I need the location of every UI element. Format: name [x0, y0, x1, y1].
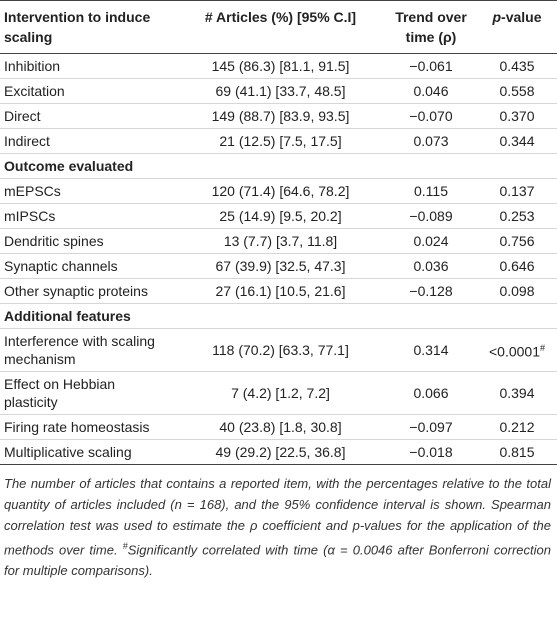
header-row: Intervention to induce scaling # Articles… [0, 0, 557, 54]
table-cell: 149 (88.7) [83.9, 93.5] [178, 103, 385, 129]
table-cell: −0.128 [385, 278, 479, 304]
section-row: Additional features [0, 303, 557, 329]
table-cell: 118 (70.2) [63.3, 77.1] [178, 328, 385, 372]
table-cell: Indirect [0, 128, 178, 154]
table-row: Effect on Hebbian plasticity 7 (4.2) [1.2… [0, 371, 557, 415]
table-cell: Interference with scaling mechanism [0, 328, 178, 372]
table-cell: 0.558 [479, 78, 557, 104]
table-cell: mIPSCs [0, 203, 178, 229]
table-row: Synaptic channels 67 (39.9) [32.5, 47.3] 0… [0, 253, 557, 279]
italic-text: p [492, 9, 502, 25]
table-cell: 0.314 [385, 328, 479, 372]
footnote-mark: # [122, 541, 128, 551]
table-cell: 0.137 [479, 178, 557, 204]
table-cell: 0.370 [479, 103, 557, 129]
superscript: # [539, 343, 545, 354]
section-row: Outcome evaluated [0, 153, 557, 179]
table-cell: Inhibition [0, 53, 178, 79]
table-cell: 0.036 [385, 253, 479, 279]
table-cell: 0.046 [385, 78, 479, 104]
table-cell: 145 (86.3) [81.1, 91.5] [178, 53, 385, 79]
table-cell: 0.394 [479, 371, 557, 415]
table-row: mIPSCs 25 (14.9) [9.5, 20.2] −0.089 0.253 [0, 203, 557, 229]
footnote: The number of articles that contains a r… [0, 465, 557, 581]
table-cell: 120 (71.4) [64.6, 78.2] [178, 178, 385, 204]
section-title: Additional features [0, 303, 557, 329]
table-cell: 0.646 [479, 253, 557, 279]
table-cell: 0.098 [479, 278, 557, 304]
header-cell: p-value [479, 0, 557, 54]
table-cell: 0.435 [479, 53, 557, 79]
table-row: Multiplicative scaling 49 (29.2) [22.5, 3… [0, 439, 557, 465]
table-cell: −0.089 [385, 203, 479, 229]
table-cell: −0.061 [385, 53, 479, 79]
table-cell: Effect on Hebbian plasticity [0, 371, 178, 415]
table-cell: 49 (29.2) [22.5, 36.8] [178, 439, 385, 465]
table-cell: 0.344 [479, 128, 557, 154]
table-cell: −0.018 [385, 439, 479, 465]
table-cell: 0.024 [385, 228, 479, 254]
table-cell: mEPSCs [0, 178, 178, 204]
table-body: Inhibition 145 (86.3) [81.1, 91.5] −0.061 0… [0, 53, 557, 465]
table-row: Direct 149 (88.7) [83.9, 93.5] −0.070 0.370 [0, 103, 557, 129]
data-table: Intervention to induce scaling # Articles… [0, 0, 557, 465]
table-cell: Excitation [0, 78, 178, 104]
table-cell: Multiplicative scaling [0, 439, 178, 465]
table-row: mEPSCs 120 (71.4) [64.6, 78.2] 0.115 0.137 [0, 178, 557, 204]
table-cell: 21 (12.5) [7.5, 17.5] [178, 128, 385, 154]
table-cell: 40 (23.8) [1.8, 30.8] [178, 414, 385, 440]
table-row: Interference with scaling mechanism 118 (… [0, 328, 557, 372]
table-cell: −0.070 [385, 103, 479, 129]
table-cell: Direct [0, 103, 178, 129]
table-cell: 27 (16.1) [10.5, 21.6] [178, 278, 385, 304]
footnote-note: Significantly correlated with time (α = … [4, 542, 551, 579]
table-cell: 0.815 [479, 439, 557, 465]
table-cell: 0.253 [479, 203, 557, 229]
table-cell: 0.073 [385, 128, 479, 154]
table-row: Dendritic spines 13 (7.7) [3.7, 11.8] 0.02… [0, 228, 557, 254]
table-row: Other synaptic proteins 27 (16.1) [10.5, … [0, 278, 557, 304]
table-cell: 69 (41.1) [33.7, 48.5] [178, 78, 385, 104]
header-cell: Trend over time (ρ) [385, 0, 479, 54]
section-title: Outcome evaluated [0, 153, 557, 179]
cell-text: <0.0001 [488, 343, 540, 360]
header-cell: # Articles (%) [95% C.I] [178, 0, 385, 54]
table-cell: Dendritic spines [0, 228, 178, 254]
table-cell: 0.212 [479, 414, 557, 440]
table-row: Indirect 21 (12.5) [7.5, 17.5] 0.073 0.344 [0, 128, 557, 154]
table-cell: Other synaptic proteins [0, 278, 178, 304]
table-row: Inhibition 145 (86.3) [81.1, 91.5] −0.061 0… [0, 53, 557, 79]
table-cell: 7 (4.2) [1.2, 7.2] [178, 371, 385, 415]
table-cell: Synaptic channels [0, 253, 178, 279]
table-cell: 13 (7.7) [3.7, 11.8] [178, 228, 385, 254]
table-cell: 25 (14.9) [9.5, 20.2] [178, 203, 385, 229]
footnote-text: The number of articles that contains a r… [4, 476, 551, 558]
table-cell: −0.097 [385, 414, 479, 440]
table-cell: Firing rate homeostasis [0, 414, 178, 440]
table-cell: 0.115 [385, 178, 479, 204]
table-cell: 0.066 [385, 371, 479, 415]
table-row: Excitation 69 (41.1) [33.7, 48.5] 0.046 0.5… [0, 78, 557, 104]
cell-text: -value [501, 9, 542, 25]
header-cell: Intervention to induce scaling [0, 0, 178, 54]
table-cell: 0.756 [479, 228, 557, 254]
table-row: Firing rate homeostasis 40 (23.8) [1.8, 3… [0, 414, 557, 440]
table-cell: <0.0001# [479, 328, 557, 372]
table-cell: 67 (39.9) [32.5, 47.3] [178, 253, 385, 279]
